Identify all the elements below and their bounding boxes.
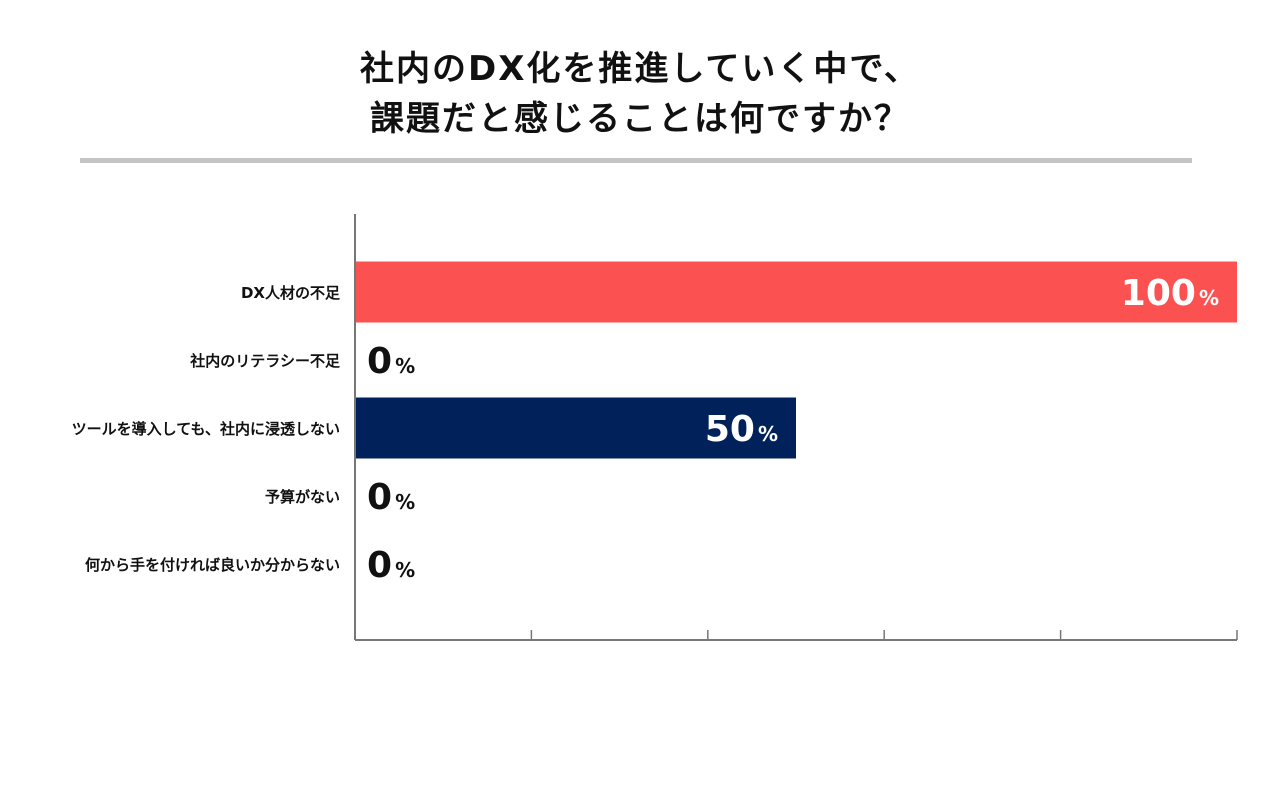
data-label-value: 50 bbox=[705, 409, 755, 450]
data-label-value: 0 bbox=[367, 341, 392, 382]
data-label-unit: % bbox=[758, 422, 778, 446]
data-label: 0% bbox=[367, 341, 415, 382]
chart-title-line-1: 社内のDX化を推進していく中で、 bbox=[359, 49, 921, 89]
category-label: 予算がない bbox=[265, 488, 340, 506]
data-label-value: 0 bbox=[367, 545, 392, 586]
chart-title-line-2: 課題だと感じることは何ですか？ bbox=[370, 99, 910, 139]
data-label: 0% bbox=[367, 477, 415, 518]
category-label: 何から手を付ければ良いか分からない bbox=[85, 556, 340, 574]
category-label: 社内のリテラシー不足 bbox=[189, 352, 341, 370]
bar bbox=[355, 261, 1237, 323]
data-label: 50% bbox=[705, 409, 778, 450]
data-label-unit: % bbox=[395, 558, 415, 582]
data-label-unit: % bbox=[1199, 286, 1219, 310]
category-label: DX人材の不足 bbox=[241, 284, 341, 302]
data-label-unit: % bbox=[395, 354, 415, 378]
data-label: 0% bbox=[367, 545, 415, 586]
data-label-unit: % bbox=[395, 490, 415, 514]
category-label: ツールを導入しても、社内に浸透しない bbox=[72, 420, 340, 438]
data-label-value: 100 bbox=[1121, 273, 1196, 314]
title-divider bbox=[80, 158, 1192, 163]
chart-title: 社内のDX化を推進していく中で、 課題だと感じることは何ですか？ bbox=[0, 44, 1280, 144]
data-label: 100% bbox=[1121, 273, 1219, 314]
bar bbox=[355, 397, 796, 459]
data-label-value: 0 bbox=[367, 477, 392, 518]
